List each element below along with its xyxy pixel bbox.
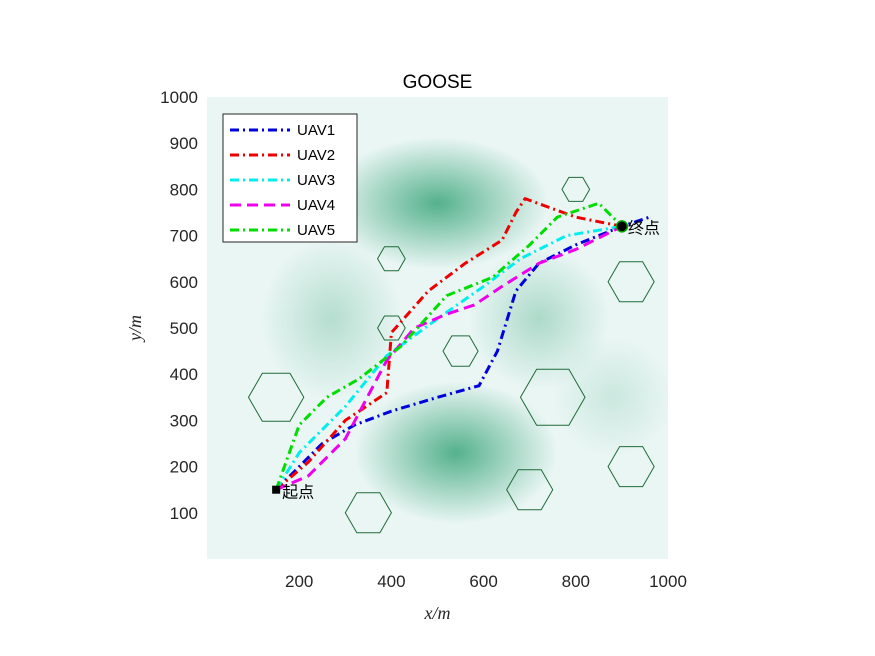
obstacle-hexagon [607,261,655,303]
y-tick-label: 1000 [160,88,198,107]
obstacle-hexagon [376,246,406,272]
terrain-peak [354,381,558,524]
y-tick-label: 800 [170,180,198,199]
legend: UAV1 UAV2 UAV3 UAV4 UAV5 [222,113,358,243]
chart-title: GOOSE [403,72,473,93]
path-uav1 [275,215,651,491]
legend-label-uav2: UAV2 [297,147,335,164]
terrain-peak [260,237,403,401]
y-tick-label: 700 [170,227,198,246]
path-uav4 [275,225,623,492]
legend-label-uav1: UAV1 [297,122,335,139]
terrain-peak [551,336,668,459]
legend-label-uav3: UAV3 [297,172,335,189]
obstacle-hexagon [506,469,554,511]
obstacle-layer [247,176,655,534]
x-tick-label: 800 [562,572,590,591]
obstacle-hexagon [519,368,586,426]
obstacle-hexagon [344,492,392,534]
x-tick-label: 200 [285,572,313,591]
uav-paths [274,197,651,492]
obstacle-hexagon [376,315,406,341]
y-tick-label: 100 [170,504,198,523]
x-tick-label: 1000 [649,572,687,591]
y-axis-label: y/m [125,315,145,343]
legend-label-uav4: UAV4 [297,197,335,214]
terrain-layer [260,137,668,524]
y-tick-label: 400 [170,365,198,384]
x-tick-label: 400 [377,572,405,591]
x-axis-ticks: 200 400 600 800 1000 [285,572,687,591]
obstacle-hexagon [561,176,591,202]
end-label: 终点 [628,218,660,237]
plot-area: 起点 终点 [207,97,668,559]
terrain-peak [325,137,550,270]
legend-box [222,113,358,243]
legend-label-uav5: UAV5 [297,222,335,239]
y-tick-label: 200 [170,458,198,477]
obstacle-hexagon [247,372,305,422]
start-label: 起点 [282,483,314,502]
y-tick-label: 500 [170,319,198,338]
path-uav3 [274,224,623,491]
y-tick-label: 900 [170,134,198,153]
path-uav5 [274,201,623,491]
obstacle-hexagon [607,446,655,488]
start-marker [272,485,281,494]
path-uav2 [275,197,623,491]
y-tick-label: 300 [170,411,198,430]
obstacle-hexagon [442,335,479,367]
start-end-markers: 起点 终点 [272,218,660,502]
x-axis-label: x/m [424,603,451,623]
end-marker [615,220,629,233]
y-axis-ticks: 100 200 300 400 500 600 700 800 900 1000 [160,88,198,523]
y-tick-label: 600 [170,273,198,292]
x-tick-label: 600 [469,572,497,591]
